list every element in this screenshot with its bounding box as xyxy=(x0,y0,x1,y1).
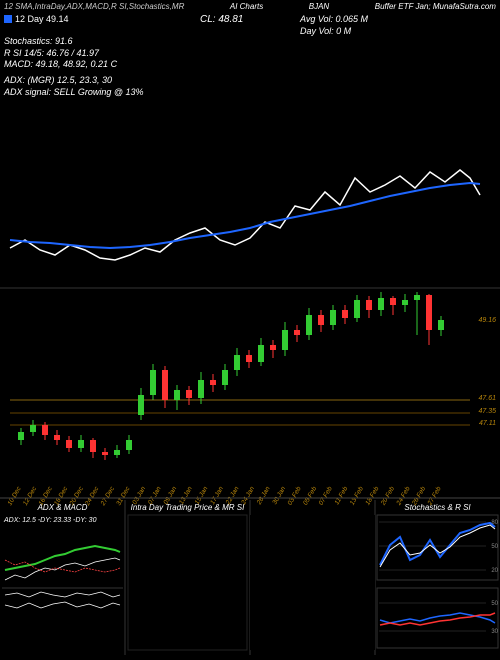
svg-text:30: 30 xyxy=(491,629,498,635)
svg-text:49.16: 49.16 xyxy=(478,317,496,324)
svg-text:47.11: 47.11 xyxy=(479,420,496,427)
svg-text:13 Feb: 13 Feb xyxy=(349,485,365,506)
svg-text:31 Dec: 31 Dec xyxy=(115,485,132,507)
svg-text:12 Dec: 12 Dec xyxy=(22,485,39,507)
svg-text:10 Dec: 10 Dec xyxy=(6,485,23,507)
svg-text:27 Dec: 27 Dec xyxy=(99,485,116,508)
svg-text:Intra Day Trading Price & M: Intra Day Trading Price & MR SI xyxy=(131,503,245,512)
svg-text:47.35: 47.35 xyxy=(478,408,496,415)
svg-text:47.61: 47.61 xyxy=(478,395,496,402)
svg-text:ADX & MACD: ADX & MACD xyxy=(37,503,88,512)
svg-text:20: 20 xyxy=(491,568,498,574)
svg-text:03 Feb: 03 Feb xyxy=(287,485,303,506)
svg-text:28 Jan: 28 Jan xyxy=(255,485,272,507)
svg-text:50: 50 xyxy=(491,544,498,550)
svg-text:Stochastics & R SI: Stochastics & R SI xyxy=(404,503,471,512)
svg-text:18 Feb: 18 Feb xyxy=(364,485,380,506)
svg-text:30 Jan: 30 Jan xyxy=(271,485,287,506)
svg-text:20 Feb: 20 Feb xyxy=(379,485,396,507)
chart-canvas: 49.1647.6147.3547.1110 Dec12 Dec16 Dec18… xyxy=(0,0,500,660)
svg-text:ADX: 12.5 -DY: 23.33 -DY: 30: ADX: 12.5 -DY: 23.33 -DY: 30 xyxy=(3,517,97,524)
svg-text:05 Feb: 05 Feb xyxy=(302,485,318,506)
svg-text:50: 50 xyxy=(491,601,498,607)
svg-text:07 Feb: 07 Feb xyxy=(318,485,334,506)
svg-text:11 Feb: 11 Feb xyxy=(333,485,349,506)
